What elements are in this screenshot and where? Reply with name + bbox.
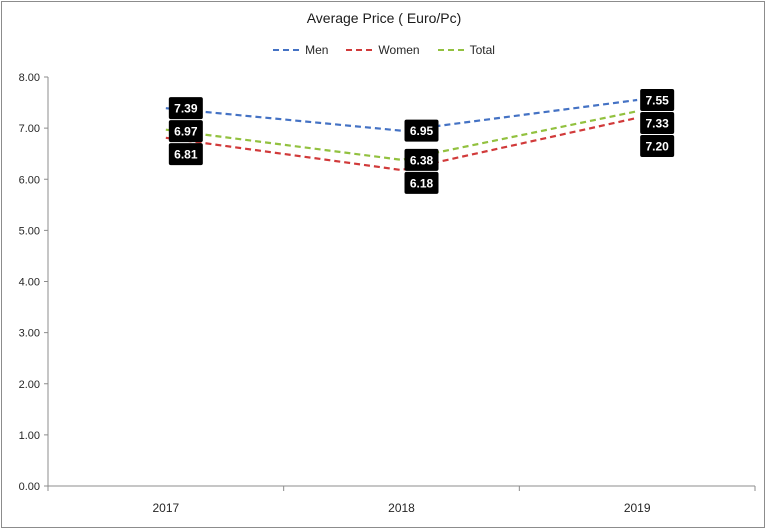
legend-label-men: Men — [305, 43, 329, 57]
y-tick-label: 1.00 — [19, 430, 40, 442]
legend-item-men: Men — [273, 43, 328, 57]
series-line-total — [165, 110, 638, 161]
legend-label-total: Total — [469, 43, 495, 57]
chart-title: Average Price ( Euro/Pc) — [306, 10, 462, 26]
legend-swatch-women — [346, 49, 373, 51]
data-label-box — [168, 143, 203, 166]
data-label: 7.20 — [645, 140, 669, 154]
x-tick-label: 2017 — [152, 501, 179, 515]
data-label: 7.39 — [174, 102, 198, 116]
data-label-box — [404, 148, 439, 171]
y-tick-label: 0.00 — [19, 481, 40, 493]
legend-item-women: Women — [346, 43, 420, 57]
data-label: 6.38 — [410, 153, 434, 167]
data-label: 6.97 — [174, 125, 198, 139]
data-label-box — [168, 97, 203, 120]
y-tick-label: 8.00 — [19, 72, 40, 84]
legend-swatch-men — [273, 49, 300, 51]
data-label-box — [404, 119, 439, 142]
data-label: 6.81 — [174, 148, 198, 162]
series-line-men — [165, 98, 638, 132]
data-label: 7.33 — [645, 117, 669, 131]
y-tick-label: 7.00 — [19, 123, 40, 135]
x-tick-label: 2019 — [624, 501, 651, 515]
data-label: 6.18 — [410, 176, 434, 190]
data-label: 7.55 — [645, 94, 669, 108]
data-label-box — [404, 171, 439, 194]
y-tick-label: 2.00 — [19, 379, 40, 391]
legend-swatch-total — [437, 49, 464, 51]
data-label: 6.95 — [410, 124, 434, 138]
y-tick-label: 3.00 — [19, 328, 40, 340]
y-tick-label: 4.00 — [19, 277, 40, 289]
data-label-box — [640, 89, 675, 112]
legend-label-women: Women — [378, 43, 420, 57]
series-line-women — [165, 116, 638, 172]
data-label-box — [640, 112, 675, 135]
legend-item-total: Total — [437, 43, 495, 57]
data-label-box — [168, 120, 203, 143]
chart-legend: Men Women Total — [0, 43, 768, 57]
x-tick-label: 2018 — [388, 501, 415, 515]
data-label-box — [640, 135, 675, 158]
y-tick-label: 6.00 — [19, 174, 40, 186]
y-tick-label: 5.00 — [19, 225, 40, 237]
